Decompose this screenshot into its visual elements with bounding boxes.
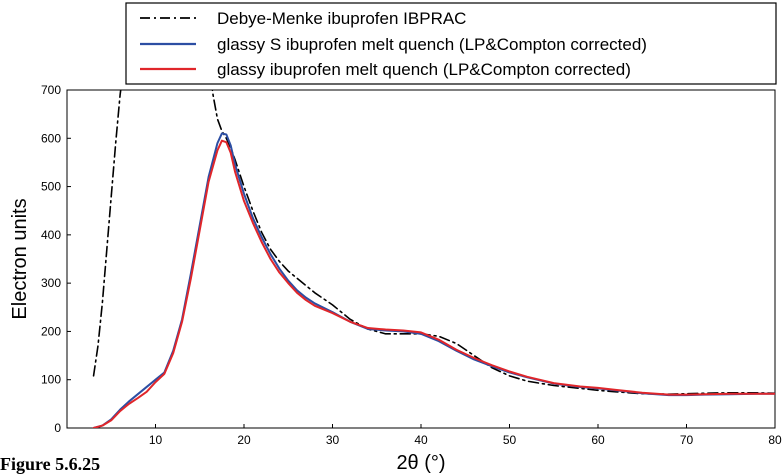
y-tick-label: 100 (41, 373, 61, 387)
legend-label-1: Debye-Menke ibuprofen IBPRAC (217, 9, 466, 28)
legend-label-3: glassy ibuprofen melt quench (LP&Compton… (217, 60, 631, 79)
y-tick-label: 0 (54, 421, 61, 435)
x-tick-label: 10 (149, 433, 163, 447)
x-tick-label: 40 (414, 433, 428, 447)
x-tick-label: 60 (591, 433, 605, 447)
legend-frame (125, 2, 777, 85)
legend-label-2: glassy S ibuprofen melt quench (LP&Compt… (217, 35, 647, 54)
legend: Debye-Menke ibuprofen IBPRAC glassy S ibu… (125, 2, 777, 85)
legend-entries: Debye-Menke ibuprofen IBPRAC glassy S ibu… (140, 9, 647, 79)
x-axis-title: 2θ (°) (396, 452, 445, 474)
series-line-3 (92, 139, 775, 428)
x-tick-label: 50 (503, 433, 517, 447)
x-axis: 10 20 30 40 50 60 70 80 (149, 424, 782, 447)
x-tick-label: 30 (326, 433, 340, 447)
x-tick-label: 70 (680, 433, 694, 447)
y-tick-label: 200 (41, 324, 61, 338)
figure-caption: Figure 5.6.25 (0, 454, 100, 474)
series-layer (92, 90, 775, 428)
y-axis-title: Electron units (9, 198, 31, 319)
y-tick-label: 700 (41, 83, 61, 97)
series-line-1 (92, 90, 775, 395)
y-tick-label: 500 (41, 180, 61, 194)
y-tick-label: 300 (41, 276, 61, 290)
x-tick-label: 80 (768, 433, 782, 447)
y-axis: 0 100 200 300 400 500 600 700 (41, 83, 71, 435)
y-tick-label: 600 (41, 131, 61, 145)
x-tick-label: 20 (237, 433, 251, 447)
y-tick-label: 400 (41, 228, 61, 242)
